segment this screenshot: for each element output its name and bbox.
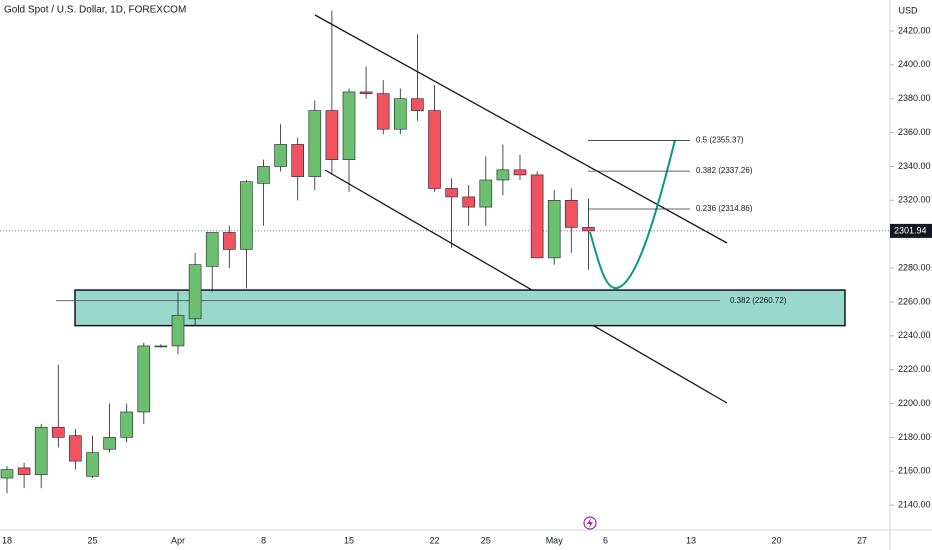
- y-tick-label: 2280.00: [898, 262, 931, 272]
- candle-body: [325, 110, 339, 160]
- fib-label: 0.5 (2355.37): [696, 136, 744, 145]
- x-tick-label: 6: [603, 535, 608, 545]
- y-tick-label: 2220.00: [898, 364, 931, 374]
- y-tick-label: 2380.00: [898, 93, 931, 103]
- candle-body: [171, 315, 185, 347]
- candle-body: [274, 144, 287, 167]
- candle-body: [69, 435, 82, 462]
- candle-body: [342, 91, 356, 160]
- candle-body: [428, 110, 441, 189]
- candle-body: [34, 426, 48, 475]
- y-tick-label: 2240.00: [898, 330, 931, 340]
- candle-body: [547, 200, 561, 259]
- x-tick-label: 13: [686, 535, 696, 545]
- last-price-box: [890, 223, 932, 238]
- candle-body: [86, 452, 99, 477]
- x-tick-label: 8: [261, 535, 266, 545]
- candle-body: [137, 345, 151, 413]
- candle-body: [291, 144, 305, 177]
- candle-body: [530, 174, 544, 259]
- x-tick-label: 25: [481, 535, 491, 545]
- y-tick-label: 2160.00: [898, 466, 931, 476]
- candle-body: [582, 227, 595, 232]
- x-tick-label: 22: [429, 535, 439, 545]
- candle-body: [393, 98, 407, 130]
- y-tick-label: 2260.00: [898, 296, 931, 306]
- currency: USD: [898, 5, 918, 15]
- candle-body: [17, 467, 31, 475]
- y-tick-label: 2400.00: [898, 59, 931, 69]
- candle-body: [120, 411, 133, 438]
- candle-body: [564, 200, 578, 228]
- chart-title: Gold Spot / U.S. Dollar, 1D, FOREXCOM: [4, 5, 186, 16]
- candle-body: [376, 93, 390, 130]
- channel-lower: [324, 169, 728, 404]
- fib-label: 0.236 (2314.86): [696, 204, 753, 213]
- candle-body: [188, 264, 202, 320]
- candle-body: [0, 469, 14, 479]
- x-tick-label: 27: [857, 535, 867, 545]
- fib-label: 0.382 (2337.26): [696, 166, 753, 175]
- candle-body: [154, 345, 168, 348]
- y-tick-label: 2200.00: [898, 398, 931, 408]
- candle-body: [359, 91, 373, 94]
- y-tick-label: 2320.00: [898, 195, 931, 205]
- x-tick-label: 25: [87, 535, 97, 545]
- candle-body: [308, 110, 322, 177]
- zone: [74, 289, 846, 327]
- y-tick-label: 2180.00: [898, 432, 931, 442]
- last-price-label: 2301.94: [894, 225, 927, 235]
- y-tick-label: 2140.00: [898, 499, 931, 509]
- x-tick-label: 18: [2, 535, 12, 545]
- candle-body: [513, 169, 527, 176]
- candle-body: [411, 98, 424, 111]
- candle-body: [445, 188, 458, 198]
- y-tick-label: 2420.00: [898, 25, 931, 35]
- candle-body: [257, 166, 270, 184]
- candle-body: [479, 179, 493, 208]
- candle-body: [103, 437, 116, 450]
- y-tick-label: 2340.00: [898, 161, 931, 171]
- x-tick-label: May: [546, 535, 564, 545]
- candle-body: [205, 232, 219, 267]
- candle-body: [462, 196, 476, 208]
- projection-curve: [589, 139, 676, 290]
- candle-body: [223, 232, 236, 250]
- y-tick-label: 2360.00: [898, 127, 931, 137]
- event-bolt: [587, 518, 593, 528]
- x-tick-label: Apr: [171, 535, 185, 545]
- candle-body: [240, 181, 253, 250]
- candle-body: [51, 426, 65, 438]
- candle-body: [496, 169, 510, 181]
- x-tick-label: 20: [771, 535, 781, 545]
- x-tick-label: 15: [344, 535, 354, 545]
- event-icon[interactable]: [583, 516, 597, 530]
- zone-level-label: 0.382 (2260.72): [730, 296, 787, 305]
